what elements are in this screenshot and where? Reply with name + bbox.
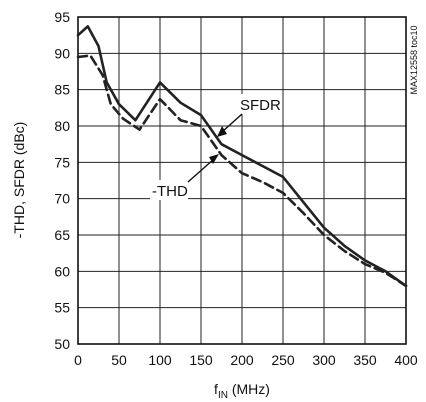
y-tick-label: 70: [54, 191, 70, 207]
annotation-layer: SFDR -THD: [150, 94, 281, 200]
y-tick-label: 90: [54, 45, 70, 61]
sfdr-annotation-label: SFDR: [240, 97, 281, 114]
x-axis-title-rest: (MHz): [228, 381, 270, 397]
sfdr-label-bg: [237, 94, 279, 114]
y-tick-label: 75: [54, 154, 70, 170]
y-tick-label: 65: [54, 227, 70, 243]
x-tick-label: 0: [74, 352, 82, 368]
sfdr-series-line: [76, 25, 408, 288]
x-tick-label: 350: [353, 352, 377, 368]
x-tick-label: 400: [394, 352, 418, 368]
x-axis-title-main: f: [214, 381, 218, 397]
thd-arrowhead: [209, 154, 219, 164]
x-tick-label: 50: [111, 352, 127, 368]
y-tick-label: 55: [54, 300, 70, 316]
sfdr-annotation-arrow: [221, 113, 243, 133]
y-axis-title: -THD, SFDR (dBc): [11, 122, 27, 239]
thd-label-bg: [150, 180, 188, 200]
x-tick-label: 150: [189, 352, 213, 368]
y-tick-label: 95: [54, 9, 70, 25]
x-tick-label: 200: [230, 352, 254, 368]
plot-frame: [77, 16, 407, 345]
y-tick-label: 80: [54, 118, 70, 134]
figure-id-watermark: MAX12558 toc10: [409, 25, 419, 94]
grid: [77, 16, 407, 345]
x-axis-title-sub: IN: [218, 390, 228, 401]
thd-annotation-arrow: [187, 158, 215, 183]
x-tick-label: 250: [271, 352, 295, 368]
thd-series-line: [76, 54, 408, 288]
y-tick-label: 85: [54, 82, 70, 98]
y-tick-label: 50: [54, 336, 70, 352]
sfdr-arrowhead: [217, 126, 227, 137]
x-tick-label: 100: [148, 352, 172, 368]
tick-labels: 0 50 100 150 200 250 300 350 4005055606570758085…: [54, 9, 417, 368]
series-layer: [76, 25, 408, 288]
thd-annotation-label: -THD: [152, 183, 188, 200]
x-axis-title: fIN (MHz): [214, 381, 270, 401]
y-tick-label: 60: [54, 263, 70, 279]
x-tick-label: 300: [312, 352, 336, 368]
